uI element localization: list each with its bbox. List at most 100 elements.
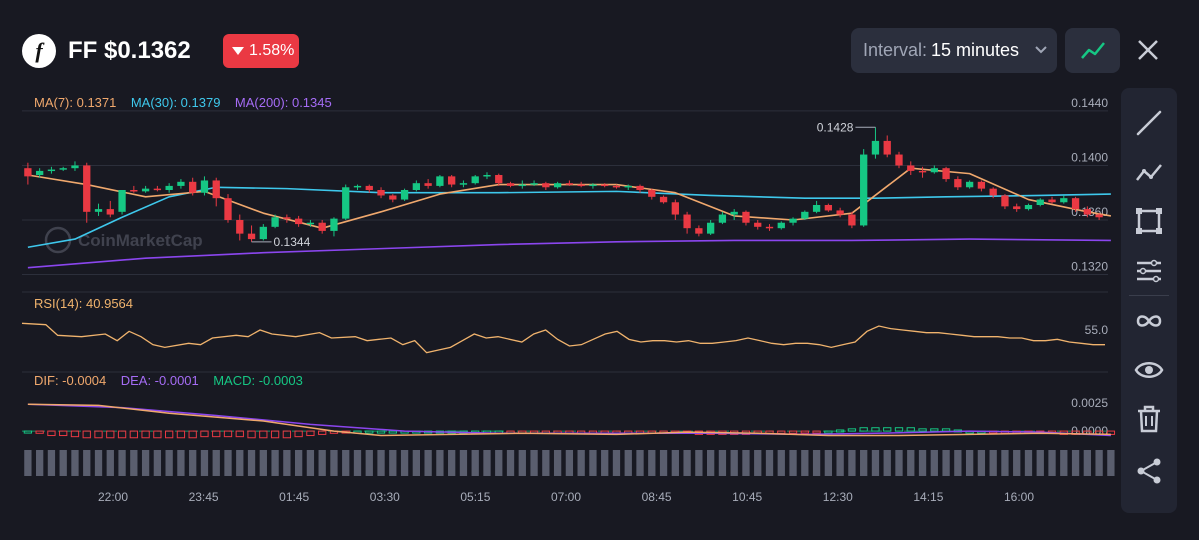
candle-body xyxy=(612,185,621,188)
candle-body xyxy=(330,218,338,231)
macd-histogram-bar xyxy=(847,428,857,432)
macd-histogram-bar xyxy=(200,430,209,438)
candle-body xyxy=(871,140,880,155)
volume-bar xyxy=(495,450,503,476)
volume-bar xyxy=(965,450,974,476)
candle-body xyxy=(471,176,479,184)
macd-histogram-bar xyxy=(282,430,292,439)
rsi-tick-label: 55.0 xyxy=(1085,323,1109,337)
volume-bar xyxy=(71,450,79,476)
visibility-tool[interactable] xyxy=(1134,355,1164,385)
fib-lines-tool[interactable] xyxy=(1134,256,1164,286)
time-tick-label: 08:45 xyxy=(642,490,672,504)
path-tool[interactable] xyxy=(1134,158,1164,188)
magnet-tool[interactable] xyxy=(1134,306,1164,336)
candle-body xyxy=(671,202,679,215)
volume-bar xyxy=(624,450,632,476)
volume-bar xyxy=(1071,450,1080,476)
close-icon xyxy=(1138,40,1158,60)
macd-histogram-bar xyxy=(164,430,174,439)
macd-histogram-bar xyxy=(82,430,91,439)
candle-body xyxy=(271,217,279,227)
interval-label: Interval: xyxy=(863,40,928,60)
header: f FF $0.1362 1.58% Interval: 15 minutes xyxy=(0,0,1199,100)
volume-bar xyxy=(659,450,668,476)
macd-histogram-bar xyxy=(247,430,256,439)
volume-bar xyxy=(471,450,479,476)
drawing-toolbar xyxy=(1121,88,1177,513)
volume-bar xyxy=(236,450,244,476)
volume-bar xyxy=(94,450,103,476)
fib-lines-icon xyxy=(1137,259,1161,283)
volume-bar xyxy=(765,450,774,476)
candle-body xyxy=(812,205,821,212)
volume-bar xyxy=(1024,450,1033,476)
trend-line-tool[interactable] xyxy=(1134,108,1164,138)
close-button[interactable] xyxy=(1130,32,1166,68)
ticker-price: FF $0.1362 xyxy=(68,37,191,64)
time-tick-label: 10:45 xyxy=(732,490,762,504)
candle-body xyxy=(977,181,986,189)
volume-bar xyxy=(412,450,421,476)
candle-body xyxy=(553,183,562,188)
macd-histogram-bar xyxy=(824,430,833,434)
volume-bar xyxy=(389,450,397,476)
candle-body xyxy=(400,190,409,200)
ma-legend: MA(7): 0.1371 MA(30): 0.1379 MA(200): 0.… xyxy=(34,95,332,111)
candle-body xyxy=(965,181,974,188)
share-tool[interactable] xyxy=(1134,456,1164,486)
macd-histogram-bar xyxy=(106,430,115,439)
macd-histogram-bar xyxy=(388,430,397,434)
volume-bar xyxy=(1083,450,1091,476)
macd-histogram-bar xyxy=(35,430,44,434)
volume-bar xyxy=(895,450,903,476)
volume-bar xyxy=(424,450,432,476)
price-tick-label: 0.1320 xyxy=(1071,260,1108,274)
delete-tool[interactable] xyxy=(1134,404,1164,434)
volume-bar xyxy=(59,450,67,476)
token-logo: f xyxy=(22,34,56,68)
volume-bar xyxy=(636,450,644,476)
candle-body xyxy=(848,214,856,226)
volume-bar xyxy=(871,450,880,476)
candle-body xyxy=(318,222,326,231)
chart-type-button[interactable] xyxy=(1065,28,1120,73)
macd-histogram-bar xyxy=(906,427,915,432)
macd-histogram-bar xyxy=(812,430,821,434)
macd-histogram-bar xyxy=(941,428,951,432)
candle-body xyxy=(695,228,703,234)
candle-body xyxy=(883,140,891,155)
macd-histogram-bar xyxy=(23,430,33,434)
candle-body xyxy=(742,211,750,223)
volume-bar xyxy=(294,450,303,476)
volume-bar xyxy=(200,450,209,476)
time-tick-label: 12:30 xyxy=(823,490,853,504)
rectangle-tool[interactable] xyxy=(1134,206,1164,236)
candle-body xyxy=(648,190,656,197)
macd-histogram-bar xyxy=(129,430,138,439)
candle-body xyxy=(71,165,79,169)
candle-body xyxy=(153,188,162,191)
macd-histogram-bar xyxy=(918,428,927,432)
volume-bar xyxy=(353,450,362,476)
candle-body xyxy=(459,183,468,185)
rsi-legend: RSI(14): 40.9564 xyxy=(34,296,134,311)
infinity-icon xyxy=(1136,315,1162,327)
candle-body xyxy=(353,185,362,188)
candle-body xyxy=(236,220,244,234)
dea-legend: DEA: -0.0001 xyxy=(120,373,199,388)
candle-body xyxy=(577,184,585,187)
volume-bar xyxy=(577,450,585,476)
macd-histogram-bar xyxy=(883,427,892,432)
macd-histogram-bar xyxy=(153,430,162,439)
candle-body xyxy=(47,169,56,172)
candle-body xyxy=(1013,206,1021,210)
candle-body xyxy=(624,185,632,188)
candle-body xyxy=(918,170,927,173)
interval-select[interactable]: Interval: 15 minutes xyxy=(851,28,1057,73)
macd-histogram-bar xyxy=(70,430,80,438)
watermark-text: CoinMarketCap xyxy=(78,231,203,250)
toolbar-divider xyxy=(1129,295,1169,296)
candle-body xyxy=(247,233,256,240)
